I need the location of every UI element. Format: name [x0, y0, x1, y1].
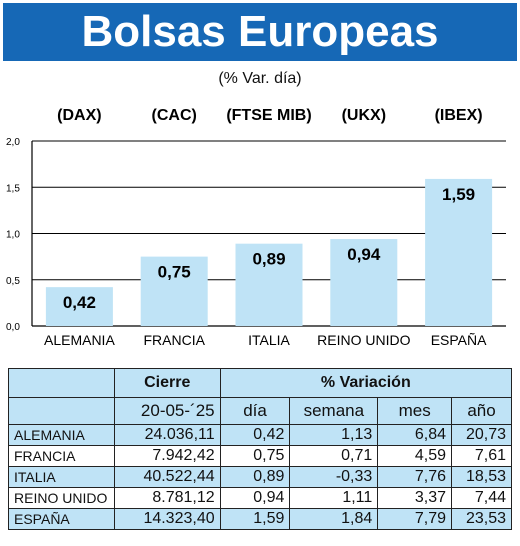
- row-close: 8.781,12: [113, 487, 221, 509]
- row-close: 7.942,42: [113, 445, 221, 467]
- table-row: REINO UNIDO 8.781,12 0,94 1,11 3,37 7,44: [8, 487, 512, 509]
- row-country: FRANCIA: [8, 445, 115, 467]
- row-week: 1,11: [289, 487, 379, 509]
- table-column-header-row: 20-05-´25 día semana mes año: [8, 397, 512, 425]
- row-day: 0,89: [219, 466, 291, 488]
- column-header-week: semana: [289, 397, 379, 425]
- table-row: ESPAÑA 14.323,40 1,59 1,84 7,79 23,53: [8, 508, 512, 530]
- bar: [330, 239, 398, 326]
- x-tick-label: REINO UNIDO: [317, 332, 410, 348]
- row-week: 1,13: [289, 424, 379, 446]
- bar-chart-svg: 0,0 0,5 1,0 1,5 2,0 0,42 ALEMANIA (DAX) 0,75 FRAN…: [6, 107, 506, 348]
- y-tick-label: 0,5: [6, 276, 20, 287]
- row-week: 0,71: [289, 445, 379, 467]
- y-tick-label: 1,5: [6, 183, 20, 194]
- row-country: REINO UNIDO: [8, 487, 115, 509]
- y-tick-label: 0,0: [6, 322, 20, 333]
- row-day: 0,75: [219, 445, 291, 467]
- table-group-header-row: Cierre % Variación: [8, 368, 513, 398]
- table-row: FRANCIA 7.942,42 0,75 0,71 4,59 7,61: [8, 445, 512, 467]
- group-header-variation: % Variación: [219, 368, 513, 398]
- title-banner: Bolsas Europeas: [3, 3, 517, 61]
- bar-chart: 0,0 0,5 1,0 1,5 2,0 0,42 ALEMANIA (DAX) 0,75 FRAN…: [0, 100, 520, 360]
- row-close: 24.036,11: [113, 424, 221, 446]
- row-month: 4,59: [377, 445, 453, 467]
- row-close: 14.323,40: [113, 508, 221, 530]
- row-country: ITALIA: [8, 466, 115, 488]
- row-year: 20,73: [451, 424, 512, 446]
- row-year: 7,61: [451, 445, 512, 467]
- bar: [425, 178, 493, 326]
- y-tick-label: 1,0: [6, 230, 20, 241]
- data-label: 0,89: [252, 250, 285, 269]
- table-row: ALEMANIA 24.036,11 0,42 1,13 6,84 20,73: [8, 424, 512, 446]
- column-header-month: mes: [377, 397, 453, 425]
- index-label: (CAC): [152, 107, 197, 124]
- row-month: 6,84: [377, 424, 453, 446]
- chart-subtitle: (% Var. día): [218, 70, 302, 87]
- table-corner-cell: [8, 368, 115, 398]
- index-label: (IBEX): [435, 107, 483, 124]
- column-header-date: 20-05-´25: [113, 397, 221, 425]
- x-tick-label: ESPAÑA: [431, 332, 487, 348]
- x-tick-label: ITALIA: [248, 332, 290, 348]
- bar: [235, 243, 303, 326]
- bar: [45, 287, 113, 326]
- row-year: 18,53: [451, 466, 512, 488]
- page-title: Bolsas Europeas: [81, 7, 439, 56]
- index-label: (DAX): [57, 107, 101, 124]
- row-day: 1,59: [219, 508, 291, 530]
- x-tick-label: FRANCIA: [143, 332, 205, 348]
- column-header-year: año: [451, 397, 512, 425]
- table-row: ITALIA 40.522,44 0,89 -0,33 7,76 18,53: [8, 466, 512, 488]
- row-day: 0,94: [219, 487, 291, 509]
- row-month: 3,37: [377, 487, 453, 509]
- data-label: 0,75: [158, 263, 191, 282]
- row-week: 1,84: [289, 508, 379, 530]
- row-country: ESPAÑA: [8, 508, 115, 530]
- data-label: 1,59: [442, 185, 475, 204]
- data-label: 0,94: [347, 245, 381, 264]
- column-header-empty: [8, 397, 115, 425]
- y-tick-label: 2,0: [6, 137, 20, 148]
- row-month: 7,79: [377, 508, 453, 530]
- column-header-day: día: [219, 397, 291, 425]
- row-year: 23,53: [451, 508, 512, 530]
- row-day: 0,42: [219, 424, 291, 446]
- bar: [140, 256, 208, 326]
- x-tick-label: ALEMANIA: [44, 332, 115, 348]
- row-week: -0,33: [289, 466, 379, 488]
- row-close: 40.522,44: [113, 466, 221, 488]
- index-label: (FTSE MIB): [226, 107, 311, 124]
- data-label: 0,42: [63, 293, 96, 312]
- index-label: (UKX): [342, 107, 386, 124]
- row-year: 7,44: [451, 487, 512, 509]
- row-country: ALEMANIA: [8, 424, 115, 446]
- group-header-close: Cierre: [113, 368, 221, 398]
- market-table: Cierre % Variación 20-05-´25 día semana …: [8, 368, 513, 530]
- row-month: 7,76: [377, 466, 453, 488]
